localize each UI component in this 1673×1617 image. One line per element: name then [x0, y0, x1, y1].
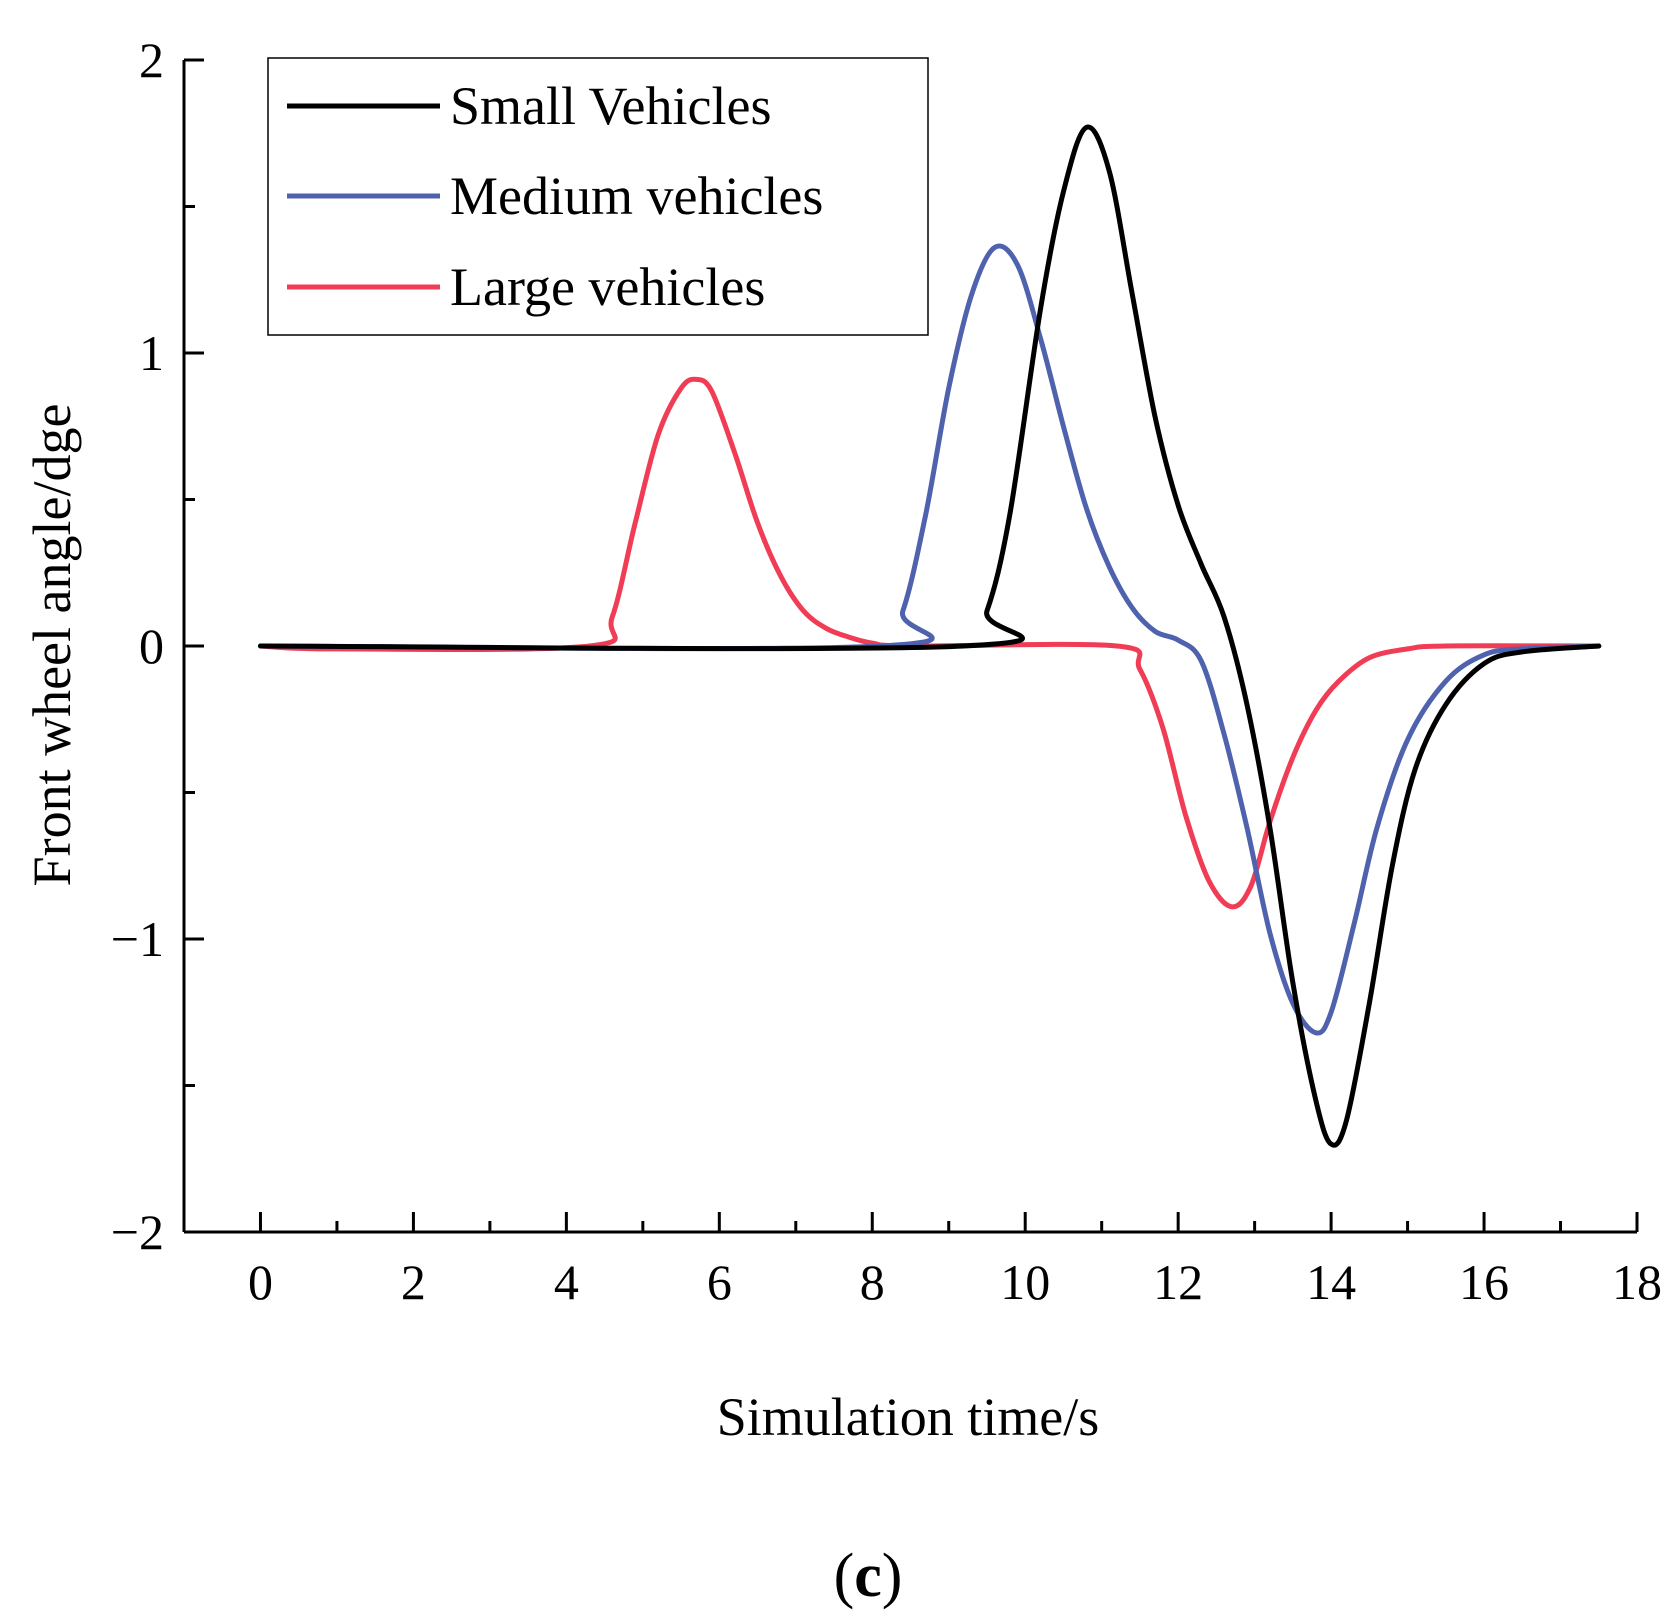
- series-line-medium-vehicles: [258, 243, 1602, 1036]
- y-tick-label: −2: [111, 1204, 164, 1260]
- panel-label-open: (: [834, 1542, 855, 1610]
- panel-label-letter: c: [854, 1542, 882, 1610]
- x-tick-label: 18: [1612, 1254, 1662, 1310]
- y-tick-label: 0: [139, 618, 164, 674]
- legend-label-large-vehicles: Large vehicles: [450, 257, 765, 317]
- x-tick-label: 8: [860, 1254, 885, 1310]
- y-axis-title: Front wheel angle/dge: [22, 404, 82, 887]
- legend-label-medium-vehicles: Medium vehicles: [450, 166, 823, 226]
- x-tick-label: 4: [554, 1254, 579, 1310]
- legend-label-small-vehicles: Small Vehicles: [450, 76, 771, 136]
- legend: Small Vehicles Medium vehicles Large vehic…: [267, 57, 929, 336]
- x-tick-label: 6: [707, 1254, 732, 1310]
- series-line-small-vehicles: [258, 124, 1602, 1148]
- x-axis-ticks: 0 2 4 6 8 10 12 14 16 18: [248, 1212, 1662, 1310]
- panel-label: (c): [834, 1542, 903, 1610]
- y-tick-label: 2: [139, 32, 164, 88]
- x-tick-label: 0: [248, 1254, 273, 1310]
- x-tick-label: 12: [1153, 1254, 1203, 1310]
- series-layer: [258, 124, 1602, 1148]
- x-tick-label: 2: [401, 1254, 426, 1310]
- legend-entries: Small Vehicles Medium vehicles Large vehic…: [287, 76, 823, 317]
- x-tick-label: 10: [1000, 1254, 1050, 1310]
- x-tick-label: 14: [1306, 1254, 1356, 1310]
- x-tick-label: 16: [1459, 1254, 1509, 1310]
- y-tick-label: 1: [139, 325, 164, 381]
- panel-label-close: ): [882, 1542, 903, 1610]
- y-axis-ticks: −2 −1 0 1 2: [111, 32, 204, 1260]
- x-axis-title: Simulation time/s: [717, 1387, 1100, 1447]
- y-tick-label: −1: [111, 911, 164, 967]
